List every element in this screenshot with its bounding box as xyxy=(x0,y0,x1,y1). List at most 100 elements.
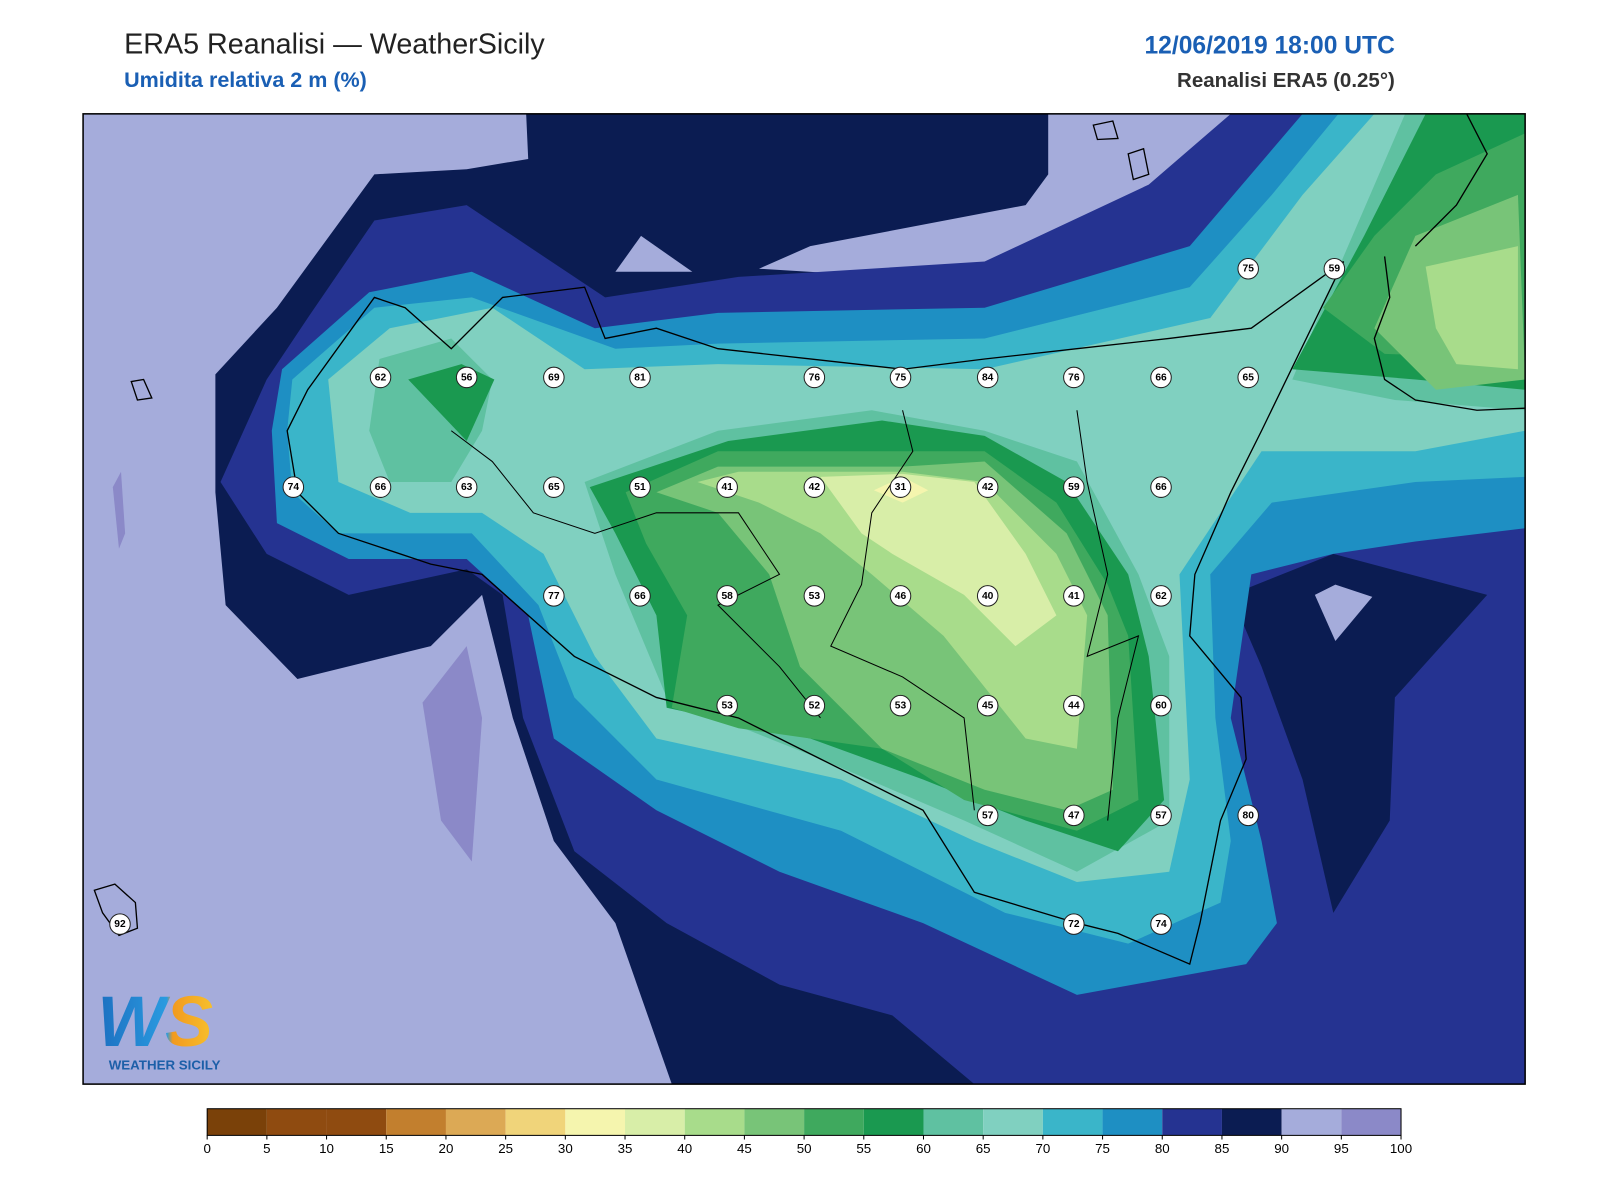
station-value: 66 xyxy=(1155,372,1167,383)
station-value: 92 xyxy=(114,919,126,930)
station-marker xyxy=(369,476,392,498)
subtitle: Umidita relativa 2 m (%) xyxy=(124,68,367,92)
station-marker xyxy=(889,366,912,389)
contour-fill xyxy=(615,235,693,272)
source: Reanalisi ERA5 (0.25°) xyxy=(1177,69,1395,92)
colorbar-segment xyxy=(445,1108,506,1136)
colorbar-segment xyxy=(207,1108,267,1136)
logo-initials: WS xyxy=(97,982,213,1062)
station-value: 59 xyxy=(1068,482,1080,493)
station-marker xyxy=(716,585,738,607)
datetime: 12/06/2019 18:00 UTC xyxy=(1144,32,1395,59)
colorbar-segment xyxy=(1281,1108,1342,1136)
station-value: 51 xyxy=(634,482,646,493)
station-marker xyxy=(976,804,999,827)
contour-fill xyxy=(422,646,483,862)
station-marker xyxy=(629,476,651,498)
station-value: 58 xyxy=(721,591,733,602)
coastline xyxy=(1414,113,1488,247)
station-marker xyxy=(455,366,478,389)
station-value: 47 xyxy=(1068,810,1080,821)
station-marker xyxy=(369,366,392,389)
station-marker xyxy=(1150,366,1172,389)
island xyxy=(130,378,153,401)
station-marker xyxy=(1150,804,1172,827)
station-value: 75 xyxy=(895,372,907,383)
contour-fill xyxy=(1230,553,1488,913)
colorbar-segment xyxy=(266,1108,327,1136)
station-marker xyxy=(1237,366,1259,389)
station-value: 77 xyxy=(548,591,560,602)
colorbar-segment xyxy=(863,1108,924,1136)
colorbar-tick-label: 90 xyxy=(1274,1141,1289,1156)
colorbar-tick-label: 50 xyxy=(797,1141,812,1156)
station-marker xyxy=(629,366,651,389)
station-value: 45 xyxy=(982,701,994,712)
station-value: 42 xyxy=(809,482,821,493)
colorbar-segment xyxy=(625,1108,685,1136)
station-value: 66 xyxy=(375,482,387,493)
station-value: 81 xyxy=(634,372,646,383)
station-value: 76 xyxy=(1068,372,1080,383)
station-marker xyxy=(543,366,565,389)
colorbar-segment xyxy=(326,1108,387,1136)
contour-fill xyxy=(1425,246,1518,370)
station-value: 57 xyxy=(982,810,994,821)
station-marker xyxy=(543,476,565,498)
colorbar-segment xyxy=(386,1108,446,1136)
colorbar-segment xyxy=(983,1108,1043,1136)
border xyxy=(450,430,821,719)
colorbar-tick-label: 70 xyxy=(1035,1141,1050,1156)
station-marker xyxy=(1063,913,1085,935)
station-value: 31 xyxy=(895,482,907,493)
border xyxy=(830,410,975,811)
colorbar-segment xyxy=(505,1108,566,1136)
station-marker xyxy=(1063,476,1085,498)
station-marker xyxy=(1150,476,1172,498)
station-marker xyxy=(1150,913,1172,935)
colorbar-segment xyxy=(684,1108,745,1136)
colorbar-tick-label: 85 xyxy=(1215,1141,1230,1156)
station-marker xyxy=(889,476,912,498)
station-value: 80 xyxy=(1243,810,1255,821)
map-frame xyxy=(82,113,1526,1085)
station-marker xyxy=(1150,585,1172,607)
station-marker xyxy=(803,694,826,717)
station-value: 40 xyxy=(982,591,994,602)
station-value: 62 xyxy=(375,372,387,383)
colorbar: 0 5 10 15 20 25 30 35 40 45 50 55 60 65 70 75 80 85 90 95 10… xyxy=(203,1108,1412,1156)
island xyxy=(1127,147,1150,181)
colorbar-tick-label: 95 xyxy=(1334,1141,1349,1156)
station-value: 53 xyxy=(895,701,907,712)
coastline xyxy=(1373,256,1526,411)
station-value: 41 xyxy=(721,482,733,493)
colorbar-tick-label: 25 xyxy=(498,1141,513,1156)
station-marker xyxy=(803,585,826,607)
station-marker xyxy=(1063,585,1085,607)
station-value: 65 xyxy=(1243,372,1255,383)
colorbar-tick-label: 100 xyxy=(1390,1141,1412,1156)
station-marker xyxy=(1063,804,1085,827)
station-value: 76 xyxy=(809,372,821,383)
colorbar-tick-label: 0 xyxy=(203,1141,210,1156)
station-marker xyxy=(803,476,826,498)
station-value: 56 xyxy=(461,372,473,383)
contour-fill xyxy=(1314,584,1373,642)
station-marker xyxy=(1063,366,1085,389)
logo-name: WEATHER SICILY xyxy=(109,1058,221,1073)
station-value: 66 xyxy=(1155,482,1167,493)
colorbar-segment xyxy=(923,1108,984,1136)
station-marker xyxy=(629,585,651,607)
colorbar-tick-label: 40 xyxy=(677,1141,692,1156)
colorbar-tick-label: 35 xyxy=(618,1141,633,1156)
colorbar-segment xyxy=(1102,1108,1163,1136)
colorbar-tick-label: 45 xyxy=(737,1141,752,1156)
station-marker xyxy=(803,366,826,389)
station-value: 53 xyxy=(809,591,821,602)
colorbar-tick-label: 30 xyxy=(558,1141,573,1156)
colorbar-segment xyxy=(1221,1108,1282,1136)
title: ERA5 Reanalisi — WeatherSicily xyxy=(124,28,545,60)
station-marker xyxy=(716,694,738,717)
station-marker xyxy=(1237,257,1259,280)
